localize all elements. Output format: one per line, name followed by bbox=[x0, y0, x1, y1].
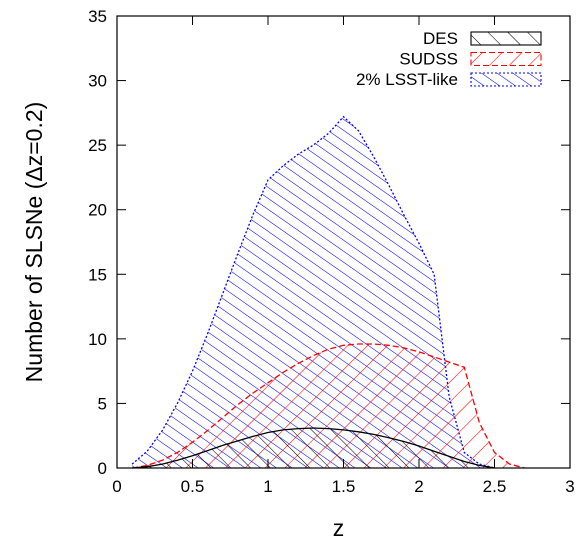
legend-swatch-2-lsst-like bbox=[470, 72, 542, 87]
legend-swatch-des bbox=[470, 31, 542, 46]
series-area-des bbox=[132, 428, 495, 468]
y-tick-label: 15 bbox=[88, 265, 107, 284]
x-tick-label: 3 bbox=[565, 477, 574, 496]
legend-swatch-sudss bbox=[470, 51, 542, 67]
y-tick-label: 25 bbox=[88, 136, 107, 155]
x-tick-label: 2 bbox=[414, 477, 423, 496]
y-tick-label: 10 bbox=[88, 330, 107, 349]
series-line-2-lsst-like bbox=[131, 115, 495, 469]
series-line-sudss bbox=[131, 343, 525, 469]
legend-label-sudss: SUDSS bbox=[399, 50, 458, 69]
x-tick-label: 1 bbox=[263, 477, 272, 496]
series-layer bbox=[131, 115, 525, 469]
x-tick-label: 1.5 bbox=[332, 477, 356, 496]
y-tick-label: 5 bbox=[98, 394, 107, 413]
legend-label-2-lsst-like: 2% LSST-like bbox=[356, 70, 458, 89]
series-area-sudss bbox=[132, 344, 525, 468]
x-axis-label: z bbox=[333, 515, 345, 541]
series-line-des bbox=[132, 427, 495, 469]
y-tick-label: 0 bbox=[98, 459, 107, 478]
x-tick-label: 2.5 bbox=[483, 477, 507, 496]
y-tick-label: 20 bbox=[88, 201, 107, 220]
y-axis-label: Number of SLSNe (Δz=0.2) bbox=[21, 102, 47, 383]
x-tick-label: 0.5 bbox=[181, 477, 205, 496]
legend-label-des: DES bbox=[423, 29, 458, 48]
x-tick-label: 0 bbox=[112, 477, 121, 496]
y-tick-label: 35 bbox=[88, 7, 107, 26]
y-tick-label: 30 bbox=[88, 72, 107, 91]
